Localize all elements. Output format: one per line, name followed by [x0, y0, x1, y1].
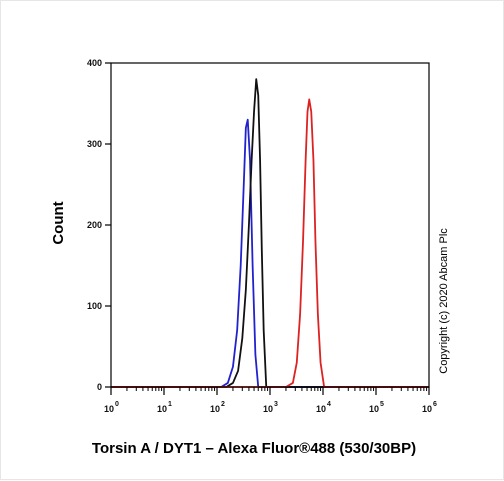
- histogram-series-1: [111, 118, 429, 388]
- x-tick-label: 10: [316, 404, 326, 414]
- x-tick-label: 10: [157, 404, 167, 414]
- x-tick-label: 10: [369, 404, 379, 414]
- x-tick-label: 10: [263, 404, 273, 414]
- histogram-series-3: [111, 98, 429, 388]
- y-tick-label: 200: [87, 220, 102, 230]
- x-tick-exponent: 2: [221, 401, 225, 408]
- y-tick-label: 100: [87, 301, 102, 311]
- copyright-annotation: Copyright (c) 2020 Abcam Plc: [438, 228, 450, 374]
- x-tick-exponent: 6: [433, 401, 437, 408]
- x-tick-exponent: 0: [115, 401, 119, 408]
- series-layer: [111, 78, 429, 388]
- x-tick-exponent: 5: [380, 401, 384, 408]
- x-tick-exponent: 4: [327, 401, 331, 408]
- x-tick-label: 10: [422, 404, 432, 414]
- x-axis-label: Torsin A / DYT1 – Alexa Fluor®488 (530/3…: [92, 440, 416, 457]
- y-tick-label: 300: [87, 139, 102, 149]
- x-tick-label: 10: [104, 404, 114, 414]
- y-tick-label: 400: [87, 58, 102, 68]
- y-tick-label: 0: [97, 382, 102, 392]
- plot-frame: [110, 62, 430, 388]
- histogram-series-2: [111, 78, 429, 388]
- x-tick-exponent: 3: [274, 401, 278, 408]
- x-tick-exponent: 1: [168, 401, 172, 408]
- y-axis-label: Count: [50, 201, 67, 244]
- x-tick-label: 10: [210, 404, 220, 414]
